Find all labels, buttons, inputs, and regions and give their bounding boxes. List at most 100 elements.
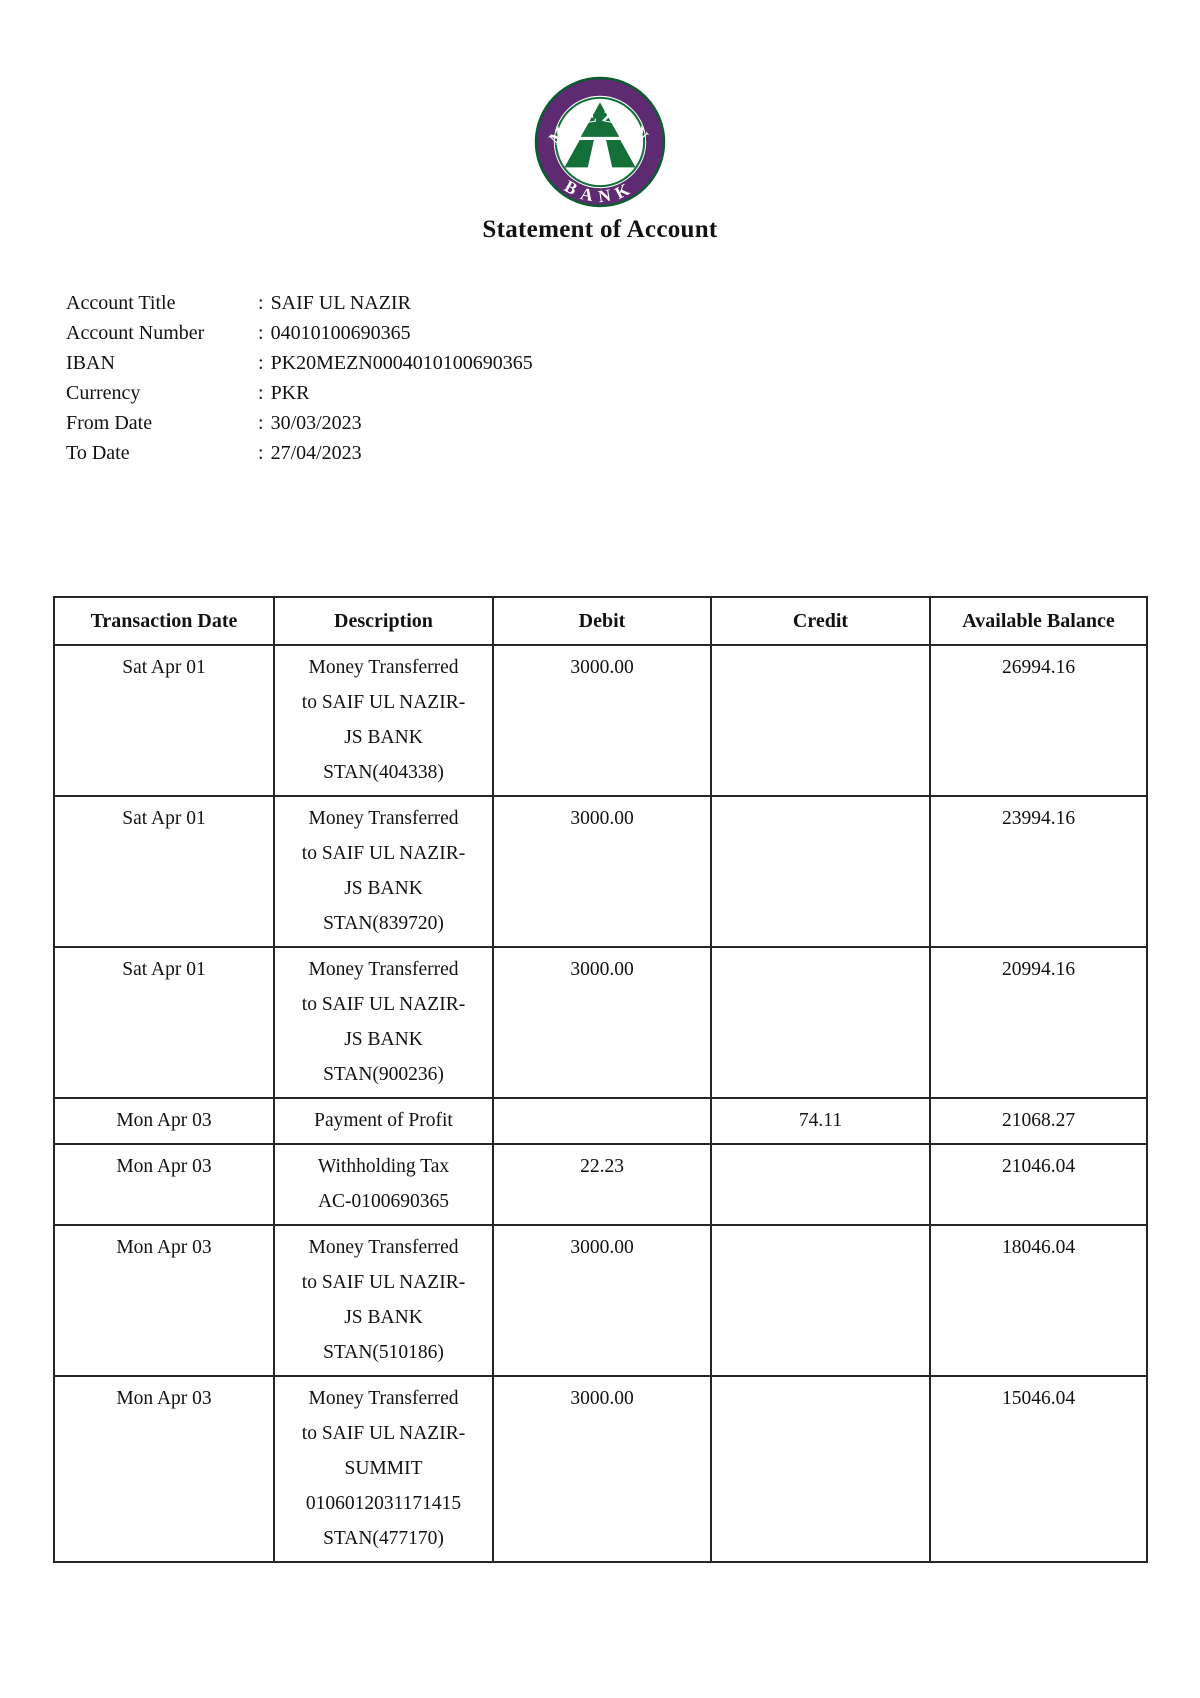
account-info-row: From Date : 30/03/2023	[66, 408, 1200, 438]
cell-description: Payment of Profit	[273, 1097, 494, 1145]
cell-credit	[710, 946, 931, 1099]
description-line: STAN(839720)	[323, 913, 444, 934]
cell-credit	[710, 795, 931, 948]
cell-description: Money Transferred to SAIF UL NAZIR- SUMMIT…	[273, 1375, 494, 1563]
transaction-row: Sat Apr 01 Money Transferred to SAIF UL N…	[53, 795, 1148, 948]
cell-transaction-date: Sat Apr 01	[53, 946, 275, 1099]
description-line: Money Transferred	[308, 808, 459, 829]
description-line: to SAIF UL NAZIR-	[301, 994, 466, 1015]
description-line: to SAIF UL NAZIR-	[301, 692, 466, 713]
column-header-transaction-date: Transaction Date	[53, 596, 275, 646]
transaction-row: Mon Apr 03 Withholding Tax AC-0100690365 …	[53, 1143, 1148, 1226]
cell-credit	[710, 1143, 931, 1226]
cell-transaction-date: Mon Apr 03	[53, 1375, 275, 1563]
transaction-row: Mon Apr 03 Money Transferred to SAIF UL N…	[53, 1375, 1148, 1563]
description-line: Money Transferred	[308, 1388, 459, 1409]
account-info-value: 04010100690365	[270, 322, 411, 344]
meezan-bank-logo-icon: MEEZAN BANK	[534, 76, 666, 208]
column-header-credit: Credit	[710, 596, 931, 646]
table-header: Transaction Date Description Debit Credi…	[53, 596, 1148, 646]
account-info-separator: :	[258, 382, 264, 404]
cell-debit: 22.23	[492, 1143, 712, 1226]
description-line: to SAIF UL NAZIR-	[301, 1423, 466, 1444]
logo-outer-green-ring	[534, 76, 666, 208]
account-info-label: IBAN	[66, 352, 115, 374]
transactions-table: Transaction Date Description Debit Credi…	[53, 596, 1148, 1563]
description-line: to SAIF UL NAZIR-	[301, 843, 466, 864]
cell-transaction-date: Sat Apr 01	[53, 795, 275, 948]
cell-debit	[492, 1097, 712, 1145]
cell-available-balance: 20994.16	[929, 946, 1148, 1099]
document-title: Statement of Account	[482, 216, 718, 243]
cell-credit	[710, 1224, 931, 1377]
cell-description: Money Transferred to SAIF UL NAZIR- JS BAN…	[273, 795, 494, 948]
cell-credit	[710, 644, 931, 797]
account-info-label: Account Title	[66, 292, 176, 314]
account-info-label: To Date	[66, 442, 130, 464]
cell-debit: 3000.00	[492, 795, 712, 948]
description-line: JS BANK	[344, 1029, 423, 1050]
logo-inner-green-ring	[554, 96, 646, 188]
cell-description: Money Transferred to SAIF UL NAZIR- JS BAN…	[273, 1224, 494, 1377]
account-info-separator: :	[258, 352, 264, 374]
logo-container: MEEZAN BANK	[0, 0, 1200, 213]
account-info-row: To Date : 27/04/2023	[66, 438, 1200, 468]
account-info-separator: :	[258, 292, 264, 314]
description-line: JS BANK	[344, 878, 423, 899]
description-line: Withholding Tax	[317, 1156, 450, 1177]
cell-available-balance: 21068.27	[929, 1097, 1148, 1145]
cell-debit: 3000.00	[492, 946, 712, 1099]
cell-description: Money Transferred to SAIF UL NAZIR- JS BAN…	[273, 946, 494, 1099]
cell-available-balance: 18046.04	[929, 1224, 1148, 1377]
account-info-value: 27/04/2023	[270, 442, 362, 464]
cell-credit	[710, 1375, 931, 1563]
account-info-value: 30/03/2023	[270, 412, 362, 434]
description-line: Money Transferred	[308, 959, 459, 980]
column-header-available-balance: Available Balance	[929, 596, 1148, 646]
description-line: STAN(477170)	[323, 1528, 444, 1549]
cell-available-balance: 15046.04	[929, 1375, 1148, 1563]
cell-available-balance: 23994.16	[929, 795, 1148, 948]
logo-triangle-emblem-icon	[564, 102, 636, 168]
cell-transaction-date: Mon Apr 03	[53, 1224, 275, 1377]
account-info: Account Title : SAIF UL NAZIR Account Nu…	[66, 288, 1200, 468]
transaction-row: Mon Apr 03 Payment of Profit 74.11 21068…	[53, 1097, 1148, 1145]
account-info-label: Currency	[66, 382, 141, 404]
column-header-description: Description	[273, 596, 494, 646]
account-info-row: Account Title : SAIF UL NAZIR	[66, 288, 1200, 318]
logo-purple-ring	[536, 78, 664, 206]
cell-transaction-date: Mon Apr 03	[53, 1143, 275, 1226]
description-line: JS BANK	[344, 727, 423, 748]
account-info-separator: :	[258, 442, 264, 464]
account-info-value: PKR	[270, 382, 310, 404]
cell-debit: 3000.00	[492, 1224, 712, 1377]
cell-available-balance: 21046.04	[929, 1143, 1148, 1226]
cell-debit: 3000.00	[492, 644, 712, 797]
description-line: JS BANK	[344, 1307, 423, 1328]
description-line: Money Transferred	[308, 1237, 459, 1258]
account-info-row: Currency : PKR	[66, 378, 1200, 408]
table-header-row: Transaction Date Description Debit Credi…	[53, 596, 1148, 646]
description-line: SUMMIT	[344, 1458, 423, 1479]
description-line: Payment of Profit	[314, 1110, 453, 1131]
column-header-debit: Debit	[492, 596, 712, 646]
account-info-row: Account Number : 04010100690365	[66, 318, 1200, 348]
description-line: AC-0100690365	[317, 1191, 450, 1212]
cell-credit: 74.11	[710, 1097, 931, 1145]
cell-transaction-date: Sat Apr 01	[53, 644, 275, 797]
cell-debit: 3000.00	[492, 1375, 712, 1563]
account-info-separator: :	[258, 412, 264, 434]
cell-available-balance: 26994.16	[929, 644, 1148, 797]
description-line: to SAIF UL NAZIR-	[301, 1272, 466, 1293]
transaction-row: Mon Apr 03 Money Transferred to SAIF UL N…	[53, 1224, 1148, 1377]
description-line: STAN(404338)	[323, 762, 444, 783]
description-line: STAN(900236)	[323, 1064, 444, 1085]
account-info-label: From Date	[66, 412, 153, 434]
transaction-row: Sat Apr 01 Money Transferred to SAIF UL N…	[53, 946, 1148, 1099]
cell-description: Money Transferred to SAIF UL NAZIR- JS BAN…	[273, 644, 494, 797]
transaction-row: Sat Apr 01 Money Transferred to SAIF UL N…	[53, 644, 1148, 797]
cell-transaction-date: Mon Apr 03	[53, 1097, 275, 1145]
account-info-value: PK20MEZN0004010100690365	[270, 352, 533, 374]
account-info-label: Account Number	[66, 322, 205, 344]
